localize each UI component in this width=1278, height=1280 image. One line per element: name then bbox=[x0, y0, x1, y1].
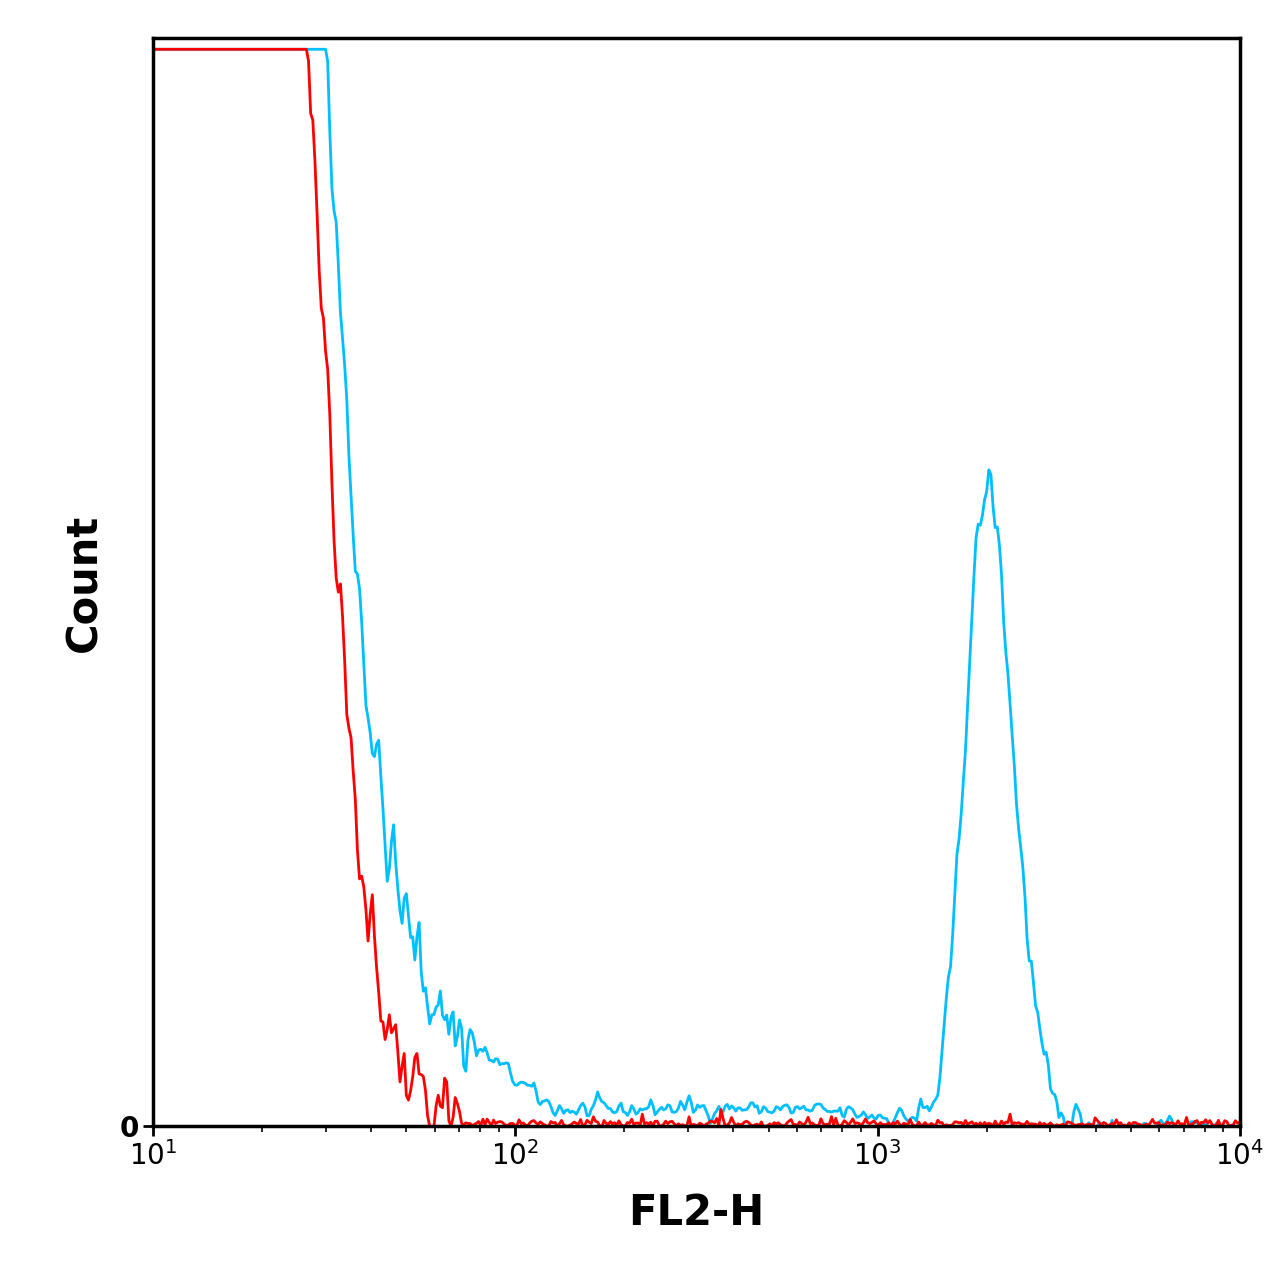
X-axis label: FL2-H: FL2-H bbox=[629, 1192, 764, 1234]
Y-axis label: Count: Count bbox=[64, 513, 106, 652]
